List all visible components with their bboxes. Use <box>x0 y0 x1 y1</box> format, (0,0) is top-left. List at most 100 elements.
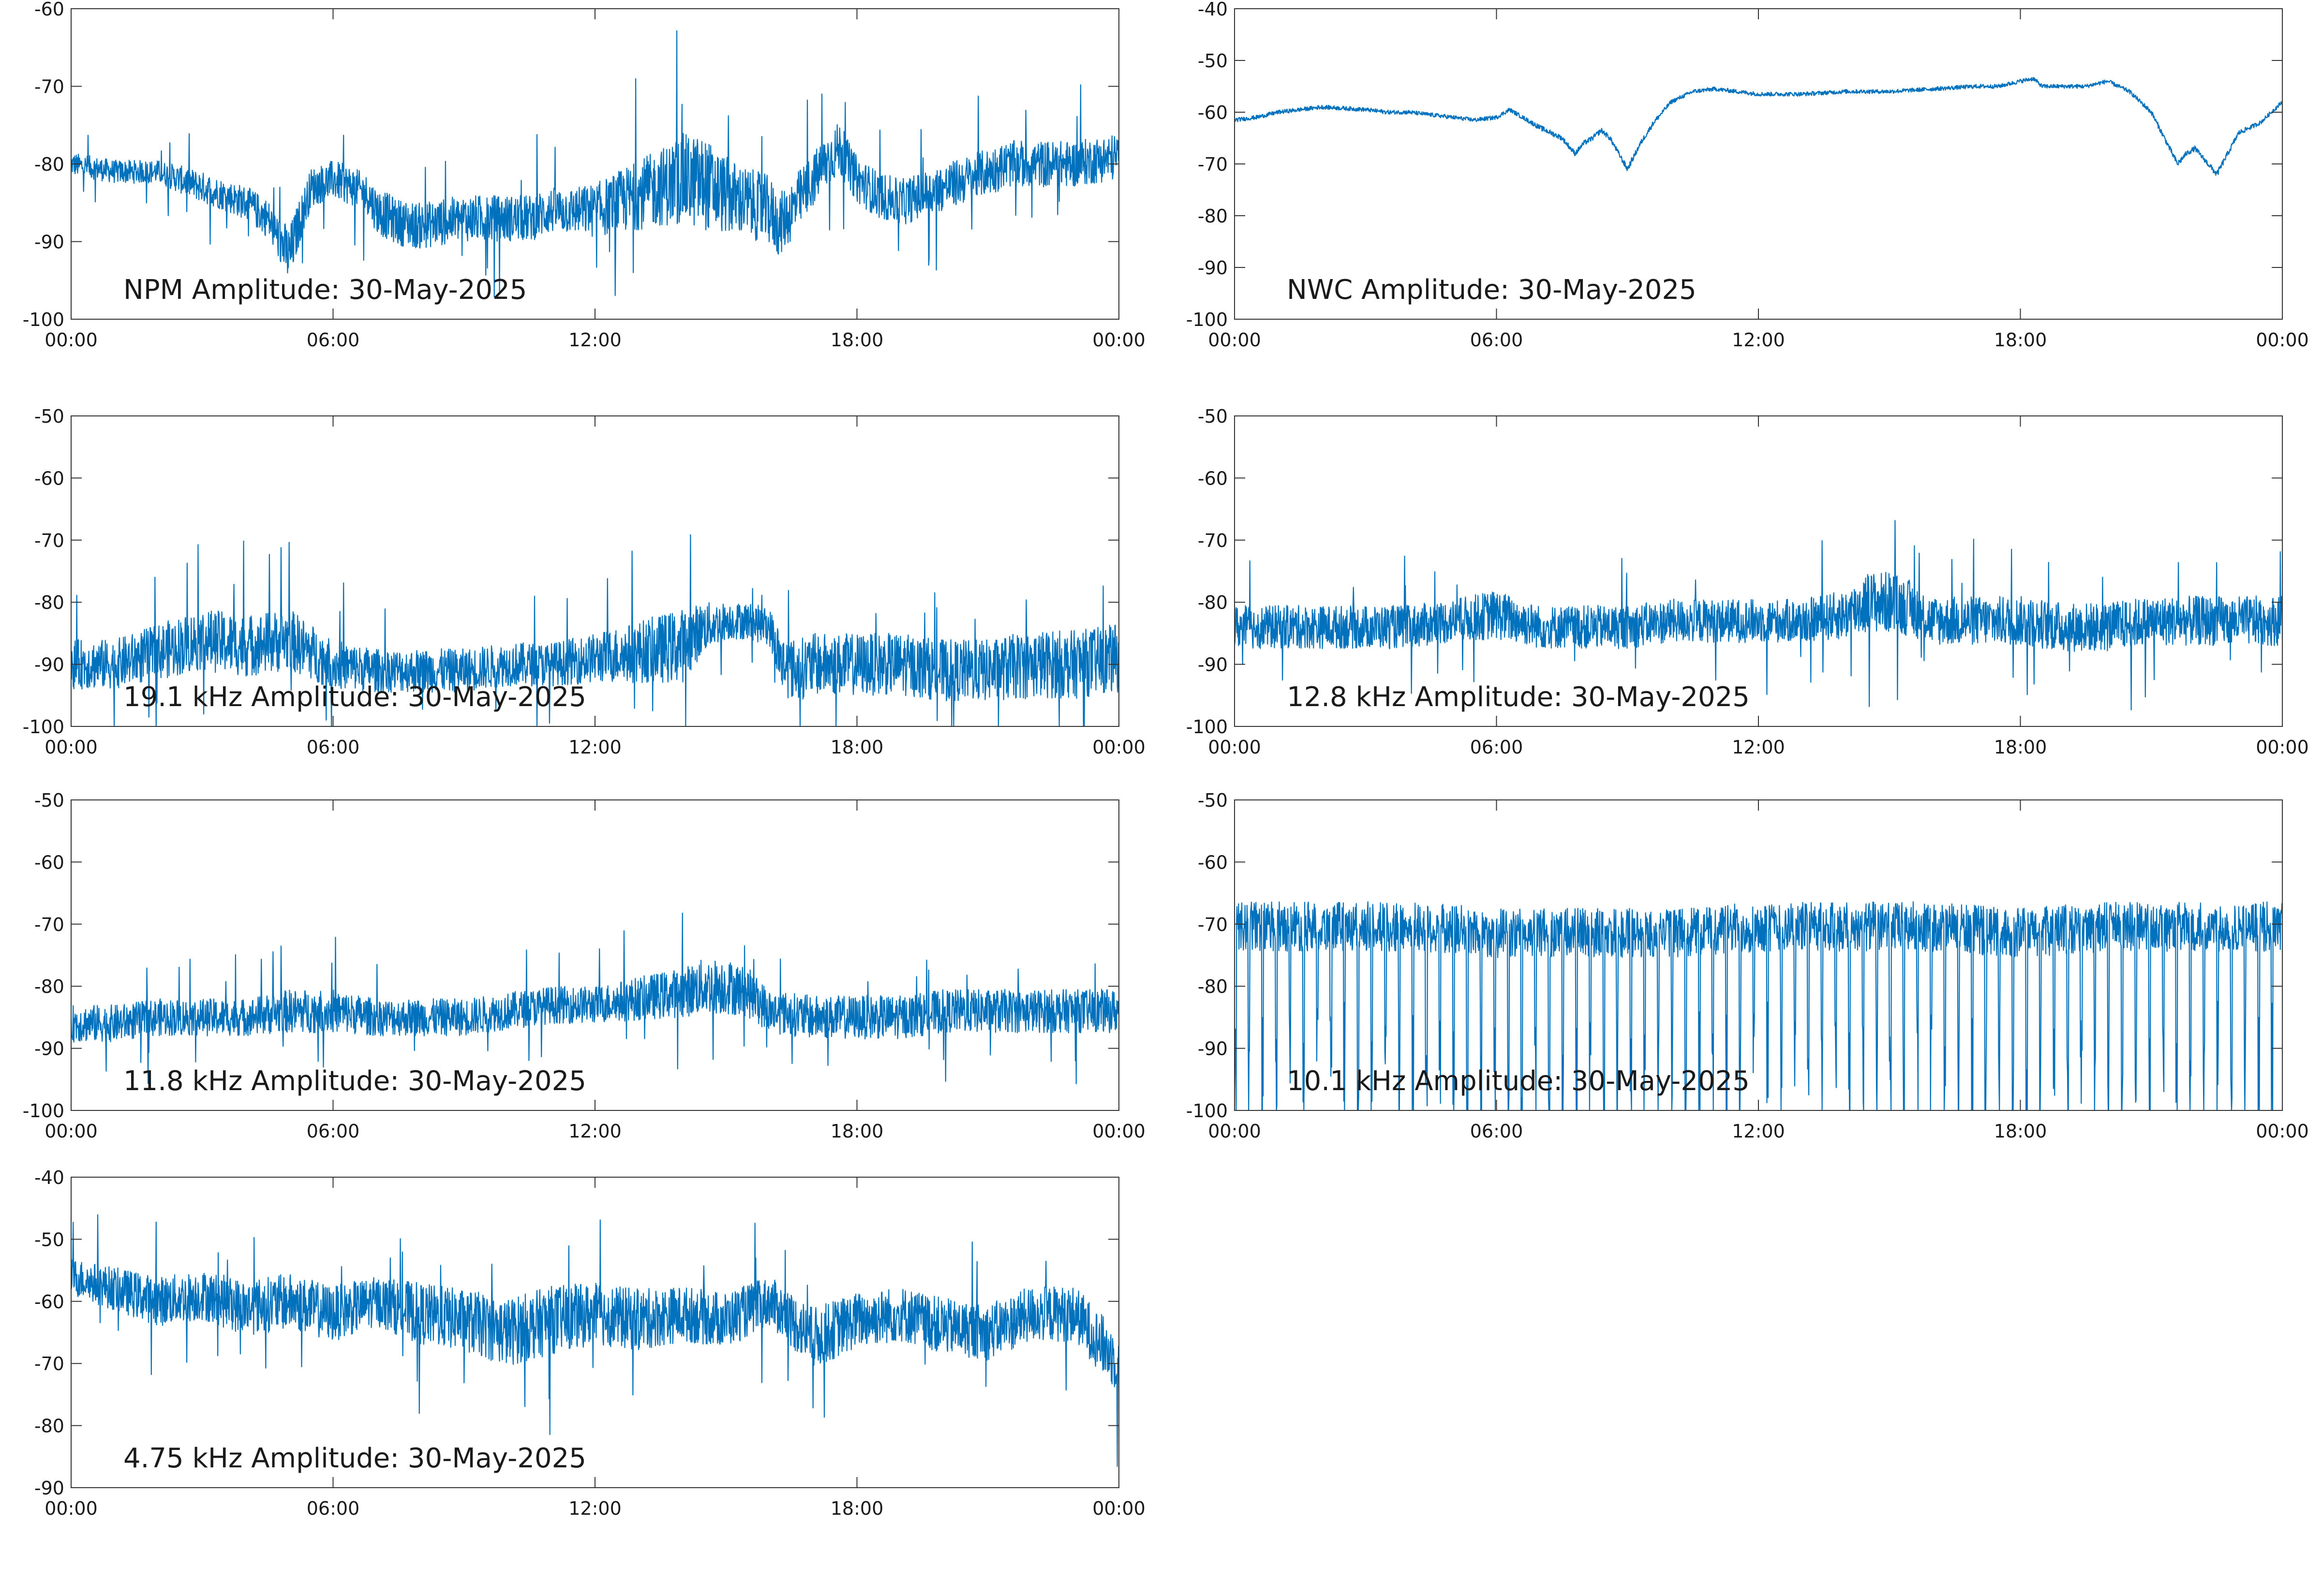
panel-title: NPM Amplitude: 30-May-2025 <box>123 274 527 306</box>
x-tick-label: 00:00 <box>45 1121 98 1142</box>
x-tick-label: 12:00 <box>568 1498 622 1519</box>
x-tick-label: 18:00 <box>1994 1121 2047 1142</box>
y-tick-label: -50 <box>1198 790 1228 811</box>
x-tick-label: 12:00 <box>1732 737 1785 758</box>
x-tick-label: 00:00 <box>1208 737 1261 758</box>
y-tick-label: -80 <box>1198 592 1228 613</box>
y-tick-label: -80 <box>34 592 64 613</box>
x-tick-label: 18:00 <box>1994 329 2047 351</box>
x-tick-label: 18:00 <box>1994 737 2047 758</box>
y-tick-label: -60 <box>34 468 64 489</box>
panel-title: 12.8 kHz Amplitude: 30-May-2025 <box>1287 681 1750 713</box>
y-tick-label: -50 <box>34 406 64 427</box>
y-tick-label: -90 <box>1198 654 1228 676</box>
x-tick-label: 00:00 <box>1092 1121 1146 1142</box>
y-tick-label: -100 <box>1186 1100 1228 1122</box>
y-tick-label: -100 <box>23 1100 64 1122</box>
x-tick-label: 12:00 <box>568 329 622 351</box>
y-tick-label: -70 <box>34 530 64 551</box>
y-tick-label: -100 <box>23 716 64 738</box>
x-tick-label: 06:00 <box>307 1121 360 1142</box>
y-tick-label: -100 <box>1186 716 1228 738</box>
x-tick-label: 00:00 <box>1208 1121 1261 1142</box>
x-tick-label: 18:00 <box>831 329 884 351</box>
x-tick-label: 12:00 <box>1732 1121 1785 1142</box>
y-tick-label: -80 <box>34 154 64 175</box>
y-tick-label: -100 <box>23 309 64 330</box>
panel-title: 19.1 kHz Amplitude: 30-May-2025 <box>123 681 586 713</box>
x-tick-label: 12:00 <box>1732 329 1785 351</box>
x-tick-label: 18:00 <box>831 737 884 758</box>
x-tick-label: 18:00 <box>831 1498 884 1519</box>
y-tick-label: -40 <box>34 1167 64 1188</box>
y-tick-label: -50 <box>34 1229 64 1250</box>
x-tick-label: 00:00 <box>1208 329 1261 351</box>
series-line <box>1235 77 2282 176</box>
x-tick-label: 00:00 <box>1092 1498 1146 1519</box>
y-tick-label: -70 <box>1198 914 1228 935</box>
y-tick-label: -70 <box>34 914 64 935</box>
x-tick-label: 00:00 <box>1092 737 1146 758</box>
panel-title: 10.1 kHz Amplitude: 30-May-2025 <box>1287 1065 1750 1097</box>
series-line <box>71 912 1119 1084</box>
y-tick-label: -50 <box>34 790 64 811</box>
y-tick-label: -90 <box>34 654 64 676</box>
y-tick-label: -40 <box>1198 0 1228 20</box>
series-line <box>1235 520 2282 710</box>
panel-title: 11.8 kHz Amplitude: 30-May-2025 <box>123 1065 586 1097</box>
y-tick-label: -90 <box>34 232 64 253</box>
x-tick-label: 00:00 <box>1092 329 1146 351</box>
x-tick-label: 06:00 <box>1470 1121 1523 1142</box>
y-tick-label: -50 <box>1198 50 1228 72</box>
panel-title: NWC Amplitude: 30-May-2025 <box>1287 274 1697 306</box>
series-line <box>71 30 1119 298</box>
x-tick-label: 06:00 <box>307 737 360 758</box>
y-tick-label: -60 <box>1198 852 1228 873</box>
y-tick-label: -70 <box>1198 154 1228 175</box>
x-tick-label: 06:00 <box>307 329 360 351</box>
y-tick-label: -80 <box>1198 206 1228 227</box>
x-tick-label: 00:00 <box>45 737 98 758</box>
y-tick-label: -50 <box>1198 406 1228 427</box>
y-tick-label: -90 <box>34 1478 64 1499</box>
y-tick-label: -70 <box>34 76 64 98</box>
y-tick-label: -80 <box>1198 976 1228 997</box>
x-tick-label: 12:00 <box>568 737 622 758</box>
y-tick-label: -60 <box>1198 102 1228 123</box>
panel-title: 4.75 kHz Amplitude: 30-May-2025 <box>123 1443 586 1474</box>
y-tick-label: -60 <box>1198 468 1228 489</box>
y-tick-label: -70 <box>1198 530 1228 551</box>
y-tick-label: -60 <box>34 1291 64 1313</box>
x-tick-label: 00:00 <box>2256 329 2309 351</box>
x-tick-label: 12:00 <box>568 1121 622 1142</box>
series-line <box>1235 901 2282 1110</box>
x-tick-label: 06:00 <box>1470 329 1523 351</box>
x-tick-label: 06:00 <box>1470 737 1523 758</box>
y-tick-label: -60 <box>34 852 64 873</box>
series-line <box>71 1214 1119 1467</box>
y-tick-label: -60 <box>34 0 64 20</box>
series-line <box>71 534 1119 726</box>
y-tick-label: -90 <box>1198 257 1228 279</box>
y-tick-label: -80 <box>34 976 64 997</box>
x-tick-label: 06:00 <box>307 1498 360 1519</box>
x-tick-label: 00:00 <box>45 1498 98 1519</box>
x-tick-label: 00:00 <box>45 329 98 351</box>
y-tick-label: -100 <box>1186 309 1228 330</box>
y-tick-label: -90 <box>1198 1038 1228 1060</box>
y-tick-label: -80 <box>34 1416 64 1437</box>
y-tick-label: -70 <box>34 1353 64 1374</box>
x-tick-label: 18:00 <box>831 1121 884 1142</box>
x-tick-label: 00:00 <box>2256 1121 2309 1142</box>
x-tick-label: 00:00 <box>2256 737 2309 758</box>
y-tick-label: -90 <box>34 1038 64 1060</box>
